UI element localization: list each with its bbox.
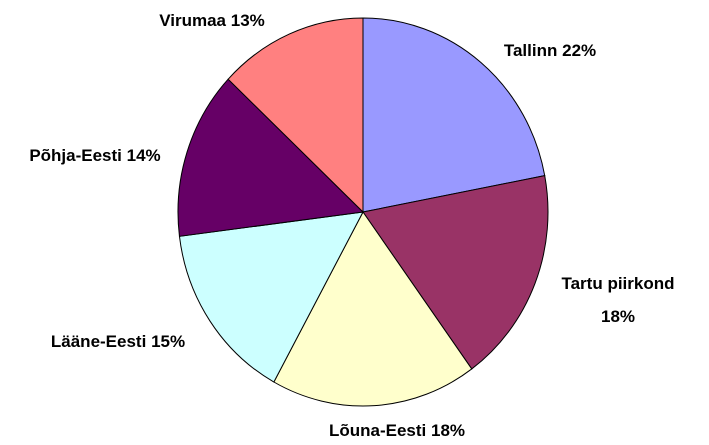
pie-slice <box>227 17 364 214</box>
pie-slice <box>178 211 364 383</box>
slice-name: Tallinn <box>504 41 558 60</box>
slice-label: Tartu piirkond 18% <box>561 274 674 326</box>
slice-label: Tallinn 22% <box>504 41 596 60</box>
slice-value: 18% <box>601 307 635 326</box>
pie-slice <box>362 175 549 370</box>
slice-name: Tartu piirkond <box>561 274 674 293</box>
pie-slice <box>177 78 365 237</box>
slice-label: Virumaa 13% <box>159 11 265 30</box>
pie-slice <box>273 211 473 407</box>
slice-name: Lääne-Eesti <box>51 332 146 351</box>
slice-value: 22% <box>562 41 596 60</box>
slice-name: Virumaa <box>159 11 226 30</box>
slice-label: Lääne-Eesti 15% <box>51 332 185 351</box>
slice-name: Põhja-Eesti <box>29 146 122 165</box>
pie-slice <box>362 17 546 213</box>
slice-value: 14% <box>127 146 161 165</box>
slice-value: 13% <box>231 11 265 30</box>
slice-value: 15% <box>151 332 185 351</box>
slice-label: Lõuna-Eesti 18% <box>329 421 465 440</box>
slice-name: Lõuna-Eesti <box>329 421 426 440</box>
slice-value: 18% <box>431 421 465 440</box>
slice-label: Põhja-Eesti 14% <box>29 146 160 165</box>
